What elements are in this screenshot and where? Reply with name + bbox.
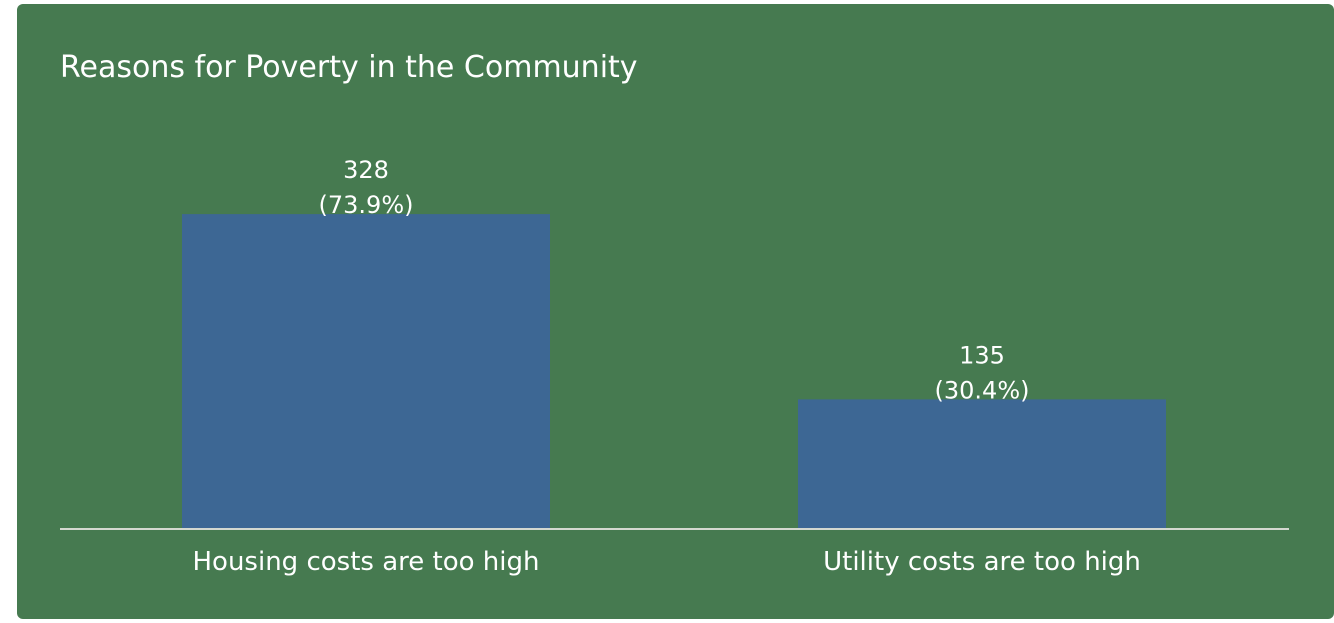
percent-label-2: (30.4%) xyxy=(935,376,1030,404)
bar-1 xyxy=(182,214,550,529)
bars-group xyxy=(182,214,1166,529)
bar-2 xyxy=(798,399,1166,529)
value-label-2: 135 xyxy=(959,341,1005,369)
value-label-1: 328 xyxy=(343,156,389,184)
category-label-1: Housing costs are too high xyxy=(193,547,540,577)
labels-group: 328 (73.9%) Housing costs are too high 135 (… xyxy=(193,156,1141,577)
category-label-2: Utility costs are too high xyxy=(823,547,1141,577)
percent-label-1: (73.9%) xyxy=(319,191,414,219)
chart-title: Reasons for Poverty in the Community xyxy=(60,50,638,85)
